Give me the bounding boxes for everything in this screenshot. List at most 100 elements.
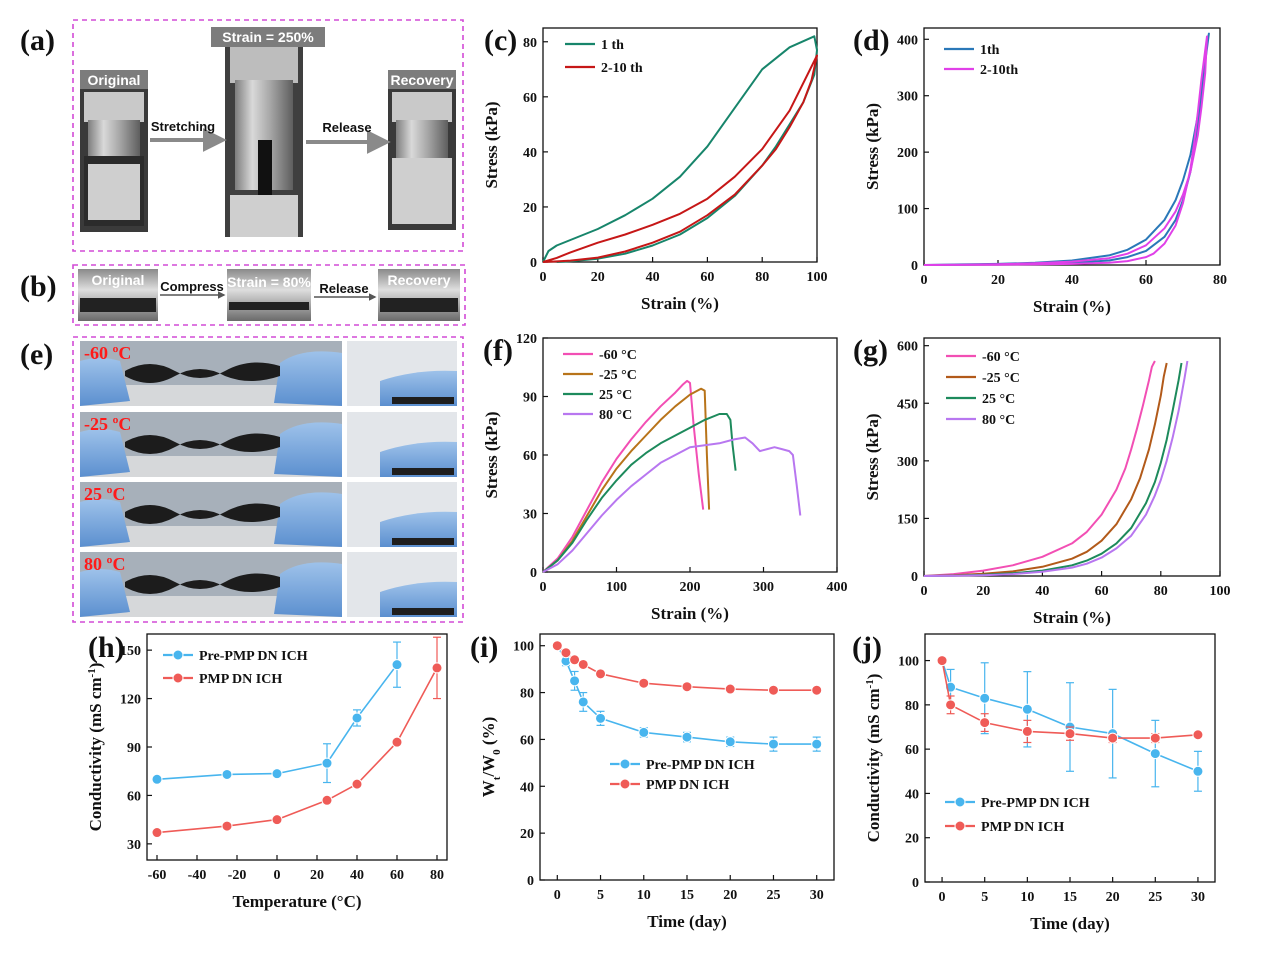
data-point bbox=[577, 658, 589, 670]
y-tick-label: 450 bbox=[897, 397, 918, 412]
data-point bbox=[681, 681, 693, 693]
label-recovery-b: Recovery bbox=[387, 272, 450, 288]
chart-f: (f) 0 100 200 300 400 0 30 60 90 120 Strain (%) Stre… bbox=[482, 332, 848, 623]
label-original-a: Original bbox=[88, 72, 141, 88]
y-tick-label: 200 bbox=[897, 146, 918, 161]
series-line bbox=[156, 664, 398, 781]
y-tick-label: 80 bbox=[520, 687, 534, 702]
series-line bbox=[542, 387, 711, 573]
x-tick-label: 80 bbox=[1154, 584, 1168, 599]
frame-a bbox=[72, 19, 464, 252]
x-tick-label: 0 bbox=[554, 888, 561, 903]
series-f-0 bbox=[542, 379, 705, 573]
y-tick-label: 20 bbox=[523, 201, 537, 216]
data-point bbox=[221, 768, 233, 780]
label-strain-b: Strain = 80% bbox=[227, 274, 311, 290]
panel-label-i: (i) bbox=[470, 631, 498, 664]
label-compress: Compress bbox=[160, 279, 224, 294]
legend-label: PMP DN ICH bbox=[981, 820, 1064, 835]
series-g-1 bbox=[923, 362, 1168, 577]
data-point bbox=[151, 773, 163, 785]
x-tick-label: 60 bbox=[390, 868, 404, 883]
x-tick-label: 100 bbox=[1210, 584, 1231, 599]
y-tick-label: 60 bbox=[905, 743, 919, 758]
legend-h: Pre-PMP DN ICH PMP DN ICH bbox=[163, 649, 308, 687]
temp-label-e: -25 ºC bbox=[84, 414, 131, 434]
chart-h: (h) -60 -40 -20 0 20 40 60 80 30 60 90 120 150 Tempera… bbox=[86, 631, 448, 911]
data-point bbox=[560, 647, 572, 659]
series-j-1 bbox=[936, 655, 1204, 744]
y-tick-label: 120 bbox=[516, 332, 537, 347]
y-tick-label: 100 bbox=[898, 655, 919, 670]
series-line bbox=[556, 645, 817, 745]
series-line bbox=[923, 35, 1208, 266]
data-point bbox=[569, 675, 581, 687]
y-tick-label: 100 bbox=[897, 203, 918, 218]
y-axis-title: Wt/W0 (%) bbox=[479, 717, 503, 797]
y-tick-label: 30 bbox=[127, 838, 141, 853]
legend-i: Pre-PMP DN ICH PMP DN ICH bbox=[610, 758, 755, 793]
x-tick-label: 0 bbox=[540, 270, 547, 285]
x-tick-label: 5 bbox=[597, 888, 604, 903]
plot-frame bbox=[923, 337, 1221, 577]
photo-row-e: 25 ºC bbox=[80, 482, 457, 547]
temp-label-e: 25 ºC bbox=[84, 484, 125, 504]
data-point bbox=[551, 640, 563, 652]
series-line bbox=[156, 667, 438, 834]
panel-label-f: (f) bbox=[483, 334, 513, 367]
x-tick-label: 400 bbox=[827, 580, 848, 595]
legend-label: 80 °C bbox=[982, 413, 1015, 428]
photo-original-b: Original bbox=[78, 269, 158, 321]
x-tick-label: 5 bbox=[981, 890, 988, 905]
x-tick-label: 25 bbox=[1148, 890, 1162, 905]
x-axis-title: Strain (%) bbox=[1033, 608, 1111, 627]
series-h-1 bbox=[151, 636, 443, 839]
x-tick-label: 40 bbox=[350, 868, 364, 883]
y-axis-title: Stress (kPa) bbox=[482, 101, 501, 188]
label-strain-a: Strain = 250% bbox=[222, 29, 314, 45]
data-point bbox=[569, 654, 581, 666]
plot-frame bbox=[146, 633, 448, 861]
series-g-0 bbox=[923, 360, 1156, 577]
legend-label: PMP DN ICH bbox=[646, 778, 729, 793]
plot-frame bbox=[539, 633, 835, 881]
series-line bbox=[542, 413, 737, 573]
data-point bbox=[638, 726, 650, 738]
series-line bbox=[542, 54, 818, 263]
x-tick-label: 15 bbox=[1063, 890, 1077, 905]
legend-marker bbox=[172, 649, 184, 661]
data-point bbox=[724, 736, 736, 748]
data-point bbox=[1107, 732, 1119, 744]
y-tick-label: 120 bbox=[120, 693, 141, 708]
series-f-1 bbox=[542, 387, 711, 573]
data-point bbox=[431, 662, 443, 674]
data-point bbox=[577, 696, 589, 708]
series-f-2 bbox=[542, 413, 737, 573]
x-tick-label: 0 bbox=[274, 868, 281, 883]
x-tick-label: 100 bbox=[606, 580, 627, 595]
legend-label: Pre-PMP DN ICH bbox=[646, 758, 755, 773]
data-point bbox=[1192, 729, 1204, 741]
data-point bbox=[811, 738, 823, 750]
chart-j: (j) 0 5 10 15 20 25 30 0 20 40 60 80 100 Time (day) Con… bbox=[852, 631, 1216, 933]
x-tick-label: 80 bbox=[1213, 273, 1227, 288]
series-line bbox=[941, 660, 1199, 773]
legend-g: -60 °C -25 °C 25 °C 80 °C bbox=[946, 350, 1020, 428]
chart-c: (c) 0 20 40 60 80 100 0 20 40 60 80 Strain (%) Stress… bbox=[482, 24, 828, 313]
y-tick-label: 150 bbox=[897, 512, 918, 527]
photo-rows-e: -60 ºC -25 ºC 25 ºC 80 ºC bbox=[80, 341, 457, 617]
data-point bbox=[271, 768, 283, 780]
x-tick-label: 40 bbox=[1065, 273, 1079, 288]
legend-label: Pre-PMP DN ICH bbox=[981, 796, 1090, 811]
data-point bbox=[681, 731, 693, 743]
x-tick-label: 0 bbox=[921, 273, 928, 288]
panel-label-g: (g) bbox=[853, 334, 888, 367]
frame-e bbox=[72, 336, 464, 623]
series-f-3 bbox=[542, 436, 802, 573]
panel-label-a: (a) bbox=[20, 24, 55, 57]
x-tick-label: 20 bbox=[310, 868, 324, 883]
x-tick-label: 20 bbox=[991, 273, 1005, 288]
x-tick-label: 0 bbox=[939, 890, 946, 905]
x-tick-label: 80 bbox=[755, 270, 769, 285]
plot-frame bbox=[542, 27, 818, 263]
